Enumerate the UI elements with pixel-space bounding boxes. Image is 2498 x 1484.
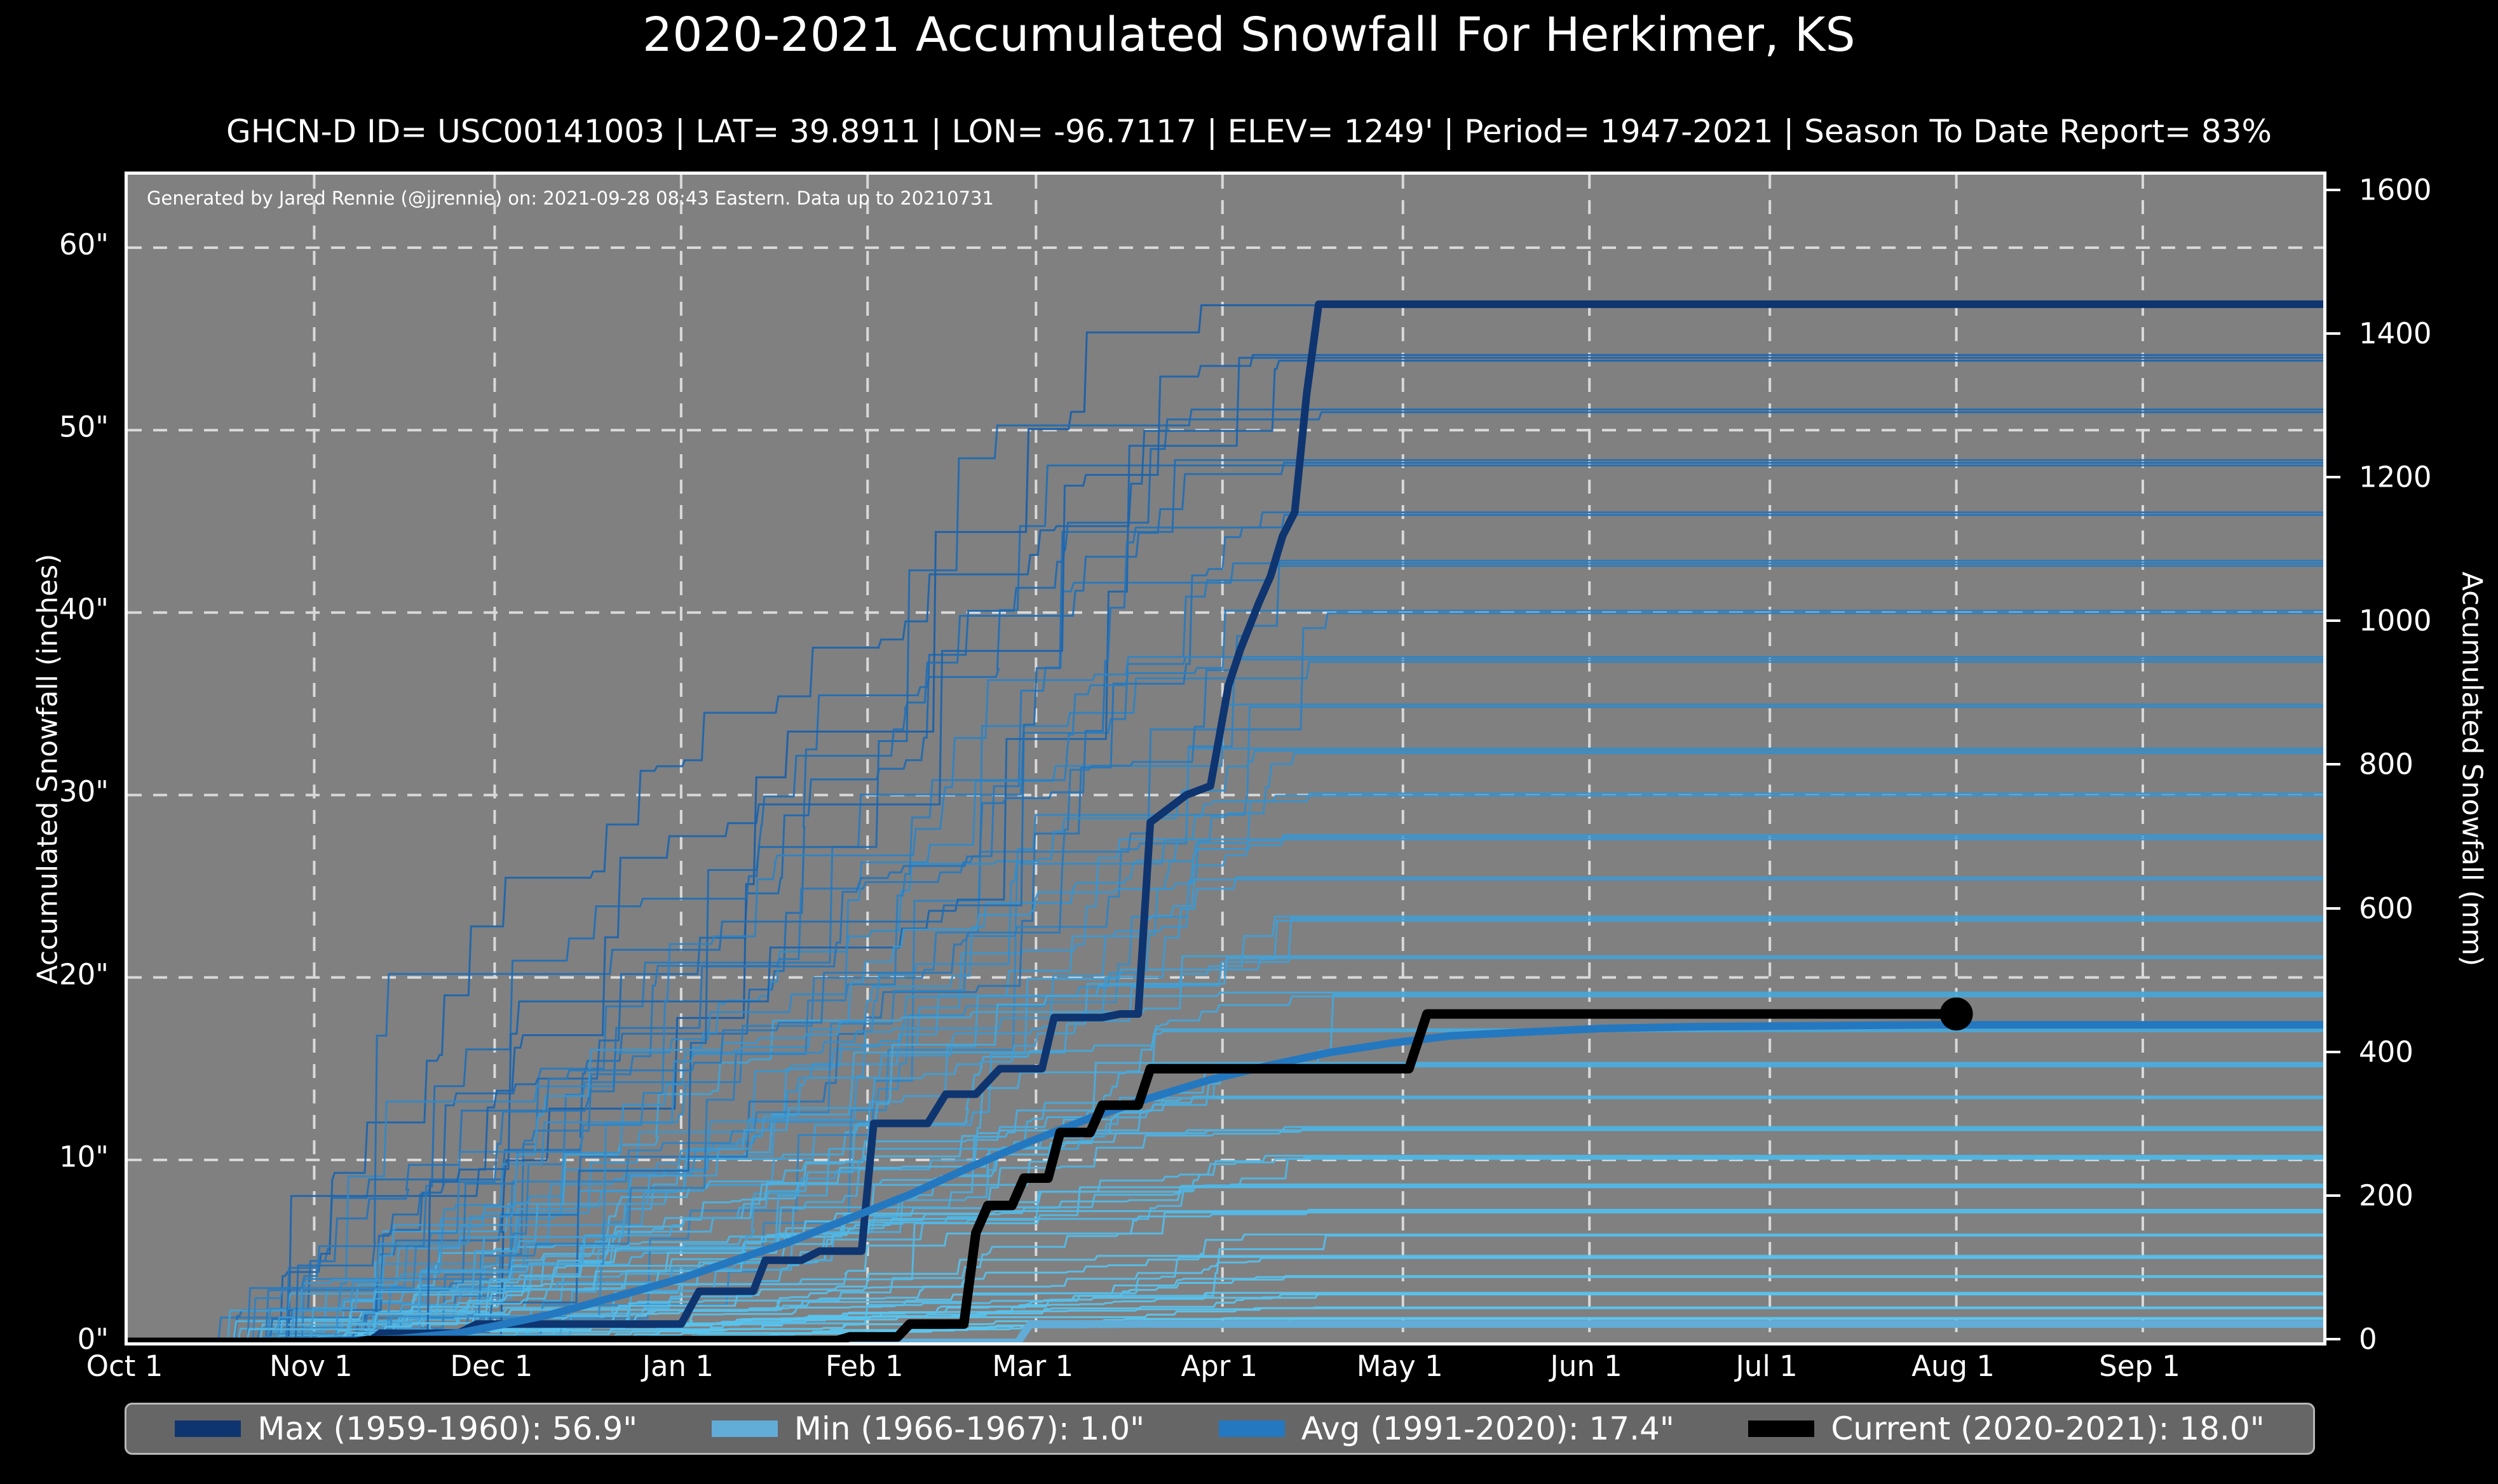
historical-season-trace xyxy=(128,792,2323,1342)
legend-item-max[interactable]: Max (1959-1960): 56.9" xyxy=(175,1410,637,1447)
historical-season-trace xyxy=(128,1154,2323,1342)
legend-swatch-current xyxy=(1748,1420,1815,1437)
historical-season-trace xyxy=(128,658,2323,1342)
historical-season-trace xyxy=(128,304,2323,1342)
historical-season-trace xyxy=(128,1126,2323,1342)
y-tick-mark-right xyxy=(2324,1194,2340,1197)
historical-season-trace xyxy=(128,1292,2323,1342)
historical-season-trace xyxy=(128,459,2323,1342)
y-tick-label-right: 200 xyxy=(2359,1178,2413,1213)
series-end-marker xyxy=(1939,997,1973,1031)
historical-season-trace xyxy=(128,917,2323,1342)
x-tick-label: May 1 xyxy=(1356,1349,1443,1383)
y-tick-label-right: 0 xyxy=(2359,1322,2377,1356)
chart-legend: Max (1959-1960): 56.9" Min (1966-1967): 1… xyxy=(125,1403,2315,1455)
legend-swatch-max xyxy=(175,1420,241,1437)
y-tick-label-left: 20" xyxy=(59,957,109,992)
historical-season-trace xyxy=(128,876,2323,1342)
generated-by-credit: Generated by Jared Rennie (@jjrennie) on… xyxy=(147,187,994,209)
historical-traces-group xyxy=(128,304,2323,1342)
historical-season-trace xyxy=(128,514,2323,1342)
y-tick-label-left: 10" xyxy=(59,1140,109,1174)
x-tick-label: Apr 1 xyxy=(1181,1349,1258,1383)
y-tick-label-right: 1000 xyxy=(2359,604,2432,638)
historical-season-trace xyxy=(128,795,2323,1342)
series-line-max xyxy=(128,300,2323,1342)
y-tick-label-left: 30" xyxy=(59,774,109,809)
y-tick-mark-right xyxy=(2324,907,2340,910)
y-tick-label-left: 60" xyxy=(59,227,109,262)
series-line-current xyxy=(128,1009,1962,1342)
legend-item-current[interactable]: Current (2020-2021): 18.0" xyxy=(1748,1410,2265,1447)
x-tick-label: Oct 1 xyxy=(86,1349,163,1383)
page-title: 2020-2021 Accumulated Snowfall For Herki… xyxy=(642,8,1856,62)
y-tick-mark-right xyxy=(2324,476,2340,479)
historical-season-trace xyxy=(128,354,2323,1342)
y-tick-mark-right xyxy=(2324,619,2340,623)
historical-season-trace xyxy=(128,1156,2323,1342)
y-axis-label-left: Accumulated Snowfall (inches) xyxy=(31,553,64,985)
chart-canvas xyxy=(128,175,2323,1342)
x-tick-label: Jul 1 xyxy=(1735,1349,1798,1383)
plot-area: Generated by Jared Rennie (@jjrennie) on… xyxy=(125,172,2326,1346)
historical-season-trace xyxy=(128,1208,2323,1342)
y-tick-label-right: 1200 xyxy=(2359,460,2432,494)
historical-season-trace xyxy=(128,360,2323,1342)
historical-season-trace xyxy=(128,609,2323,1342)
historical-season-trace xyxy=(128,834,2323,1342)
legend-swatch-min xyxy=(711,1420,778,1437)
historical-season-trace xyxy=(128,879,2323,1342)
x-tick-label: Feb 1 xyxy=(825,1349,904,1383)
historical-season-trace xyxy=(128,1063,2323,1342)
x-tick-label: Jan 1 xyxy=(642,1349,714,1383)
x-tick-label: Aug 1 xyxy=(1911,1349,1995,1383)
chart-subtitle: GHCN-D ID= USC00141003 | LAT= 39.8911 | … xyxy=(226,113,2272,150)
y-tick-label-left: 50" xyxy=(59,410,109,444)
y-tick-label-right: 600 xyxy=(2359,891,2413,926)
historical-season-trace xyxy=(128,462,2323,1342)
historical-season-trace xyxy=(128,1157,2323,1342)
x-tick-label: Dec 1 xyxy=(450,1349,533,1383)
x-tick-label: Sep 1 xyxy=(2099,1349,2180,1383)
y-tick-mark-right xyxy=(2324,763,2340,766)
y-tick-mark-right xyxy=(2324,1338,2340,1340)
legend-item-avg[interactable]: Avg (1991-2020): 17.4" xyxy=(1218,1410,1674,1447)
legend-label-max: Max (1959-1960): 56.9" xyxy=(257,1410,638,1447)
legend-item-min[interactable]: Min (1966-1967): 1.0" xyxy=(711,1410,1145,1447)
historical-season-trace xyxy=(128,356,2323,1342)
historical-season-trace xyxy=(128,838,2323,1342)
historical-season-trace xyxy=(128,1095,2323,1342)
legend-label-min: Min (1966-1967): 1.0" xyxy=(794,1410,1145,1447)
y-tick-label-left: 0" xyxy=(77,1322,109,1356)
y-tick-mark-right xyxy=(2324,188,2340,191)
x-tick-label: Nov 1 xyxy=(269,1349,353,1383)
series-line-min xyxy=(128,1320,2323,1342)
y-tick-label-right: 1600 xyxy=(2359,173,2432,207)
y-tick-label-right: 1400 xyxy=(2359,316,2432,351)
historical-season-trace xyxy=(128,656,2323,1342)
y-tick-label-right: 800 xyxy=(2359,747,2413,781)
y-tick-mark-right xyxy=(2324,332,2340,335)
y-tick-label-left: 40" xyxy=(59,592,109,626)
y-tick-mark-right xyxy=(2324,1050,2340,1053)
x-tick-label: Jun 1 xyxy=(1550,1349,1622,1383)
legend-label-current: Current (2020-2021): 18.0" xyxy=(1831,1410,2265,1447)
series-line-avg xyxy=(128,1021,2323,1342)
historical-season-trace xyxy=(128,1030,2323,1342)
historical-season-trace xyxy=(128,1184,2323,1342)
historical-season-trace xyxy=(128,408,2323,1342)
historical-season-trace xyxy=(128,511,2323,1342)
legend-swatch-avg xyxy=(1218,1420,1285,1437)
x-tick-label: Mar 1 xyxy=(992,1349,1074,1383)
historical-season-trace xyxy=(128,957,2323,1342)
historical-season-trace xyxy=(128,836,2323,1342)
y-tick-label-right: 400 xyxy=(2359,1035,2413,1069)
historical-season-trace xyxy=(128,1062,2323,1342)
historical-season-trace xyxy=(128,955,2323,1342)
legend-label-avg: Avg (1991-2020): 17.4" xyxy=(1301,1410,1674,1447)
historical-season-trace xyxy=(128,747,2323,1342)
